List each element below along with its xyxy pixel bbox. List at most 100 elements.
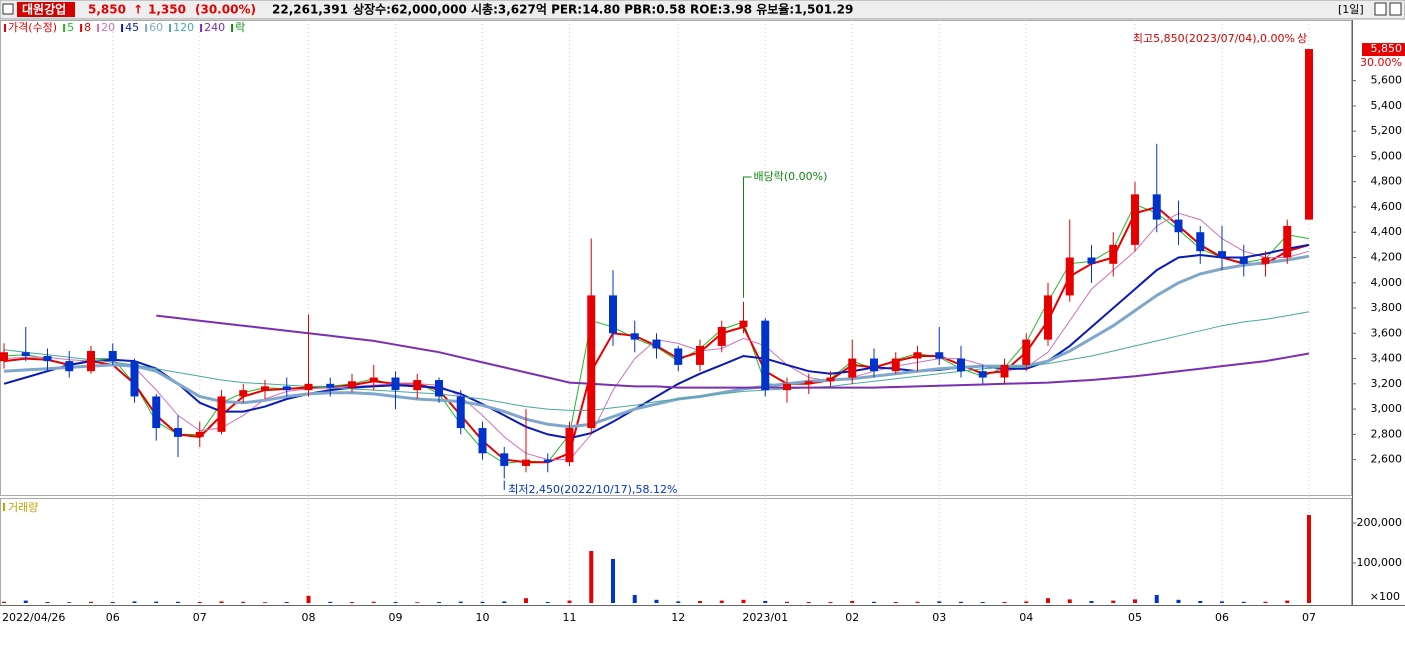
- volume-bar: [632, 595, 637, 603]
- y-tick-label: 4,000: [1371, 276, 1403, 289]
- candle-body: [326, 383, 335, 388]
- candle-body: [565, 428, 574, 463]
- x-tick-label: 03: [932, 611, 946, 624]
- current-price-box: [1362, 43, 1405, 57]
- volume-bar: [502, 601, 507, 603]
- x-tick-label: 2022/04/26: [2, 611, 65, 624]
- candle-body: [65, 361, 74, 372]
- candle-body: [108, 350, 117, 362]
- y-tick-label: 4,400: [1371, 225, 1403, 238]
- stats: 상장수:62,000,000 시총:3,627억 PER:14.80 PBR:0…: [353, 2, 853, 17]
- volume-bar: [67, 602, 72, 603]
- low-annotation: 최저2,450(2022/10/17),58.12%: [508, 483, 677, 496]
- candle-body: [696, 345, 704, 365]
- volume-legend: 거래량: [8, 501, 38, 514]
- volume-bar: [1220, 601, 1224, 603]
- high-mark: 상: [1297, 32, 1307, 45]
- candle-body: [369, 377, 378, 382]
- legend-label: 45: [125, 21, 139, 34]
- candle-body: [870, 358, 878, 372]
- volume-bar: [1198, 601, 1203, 603]
- moving-average: [156, 314, 1310, 389]
- volume-bar: [1241, 601, 1246, 603]
- y-tick-label: 3,400: [1371, 352, 1403, 365]
- candle-body: [391, 377, 400, 391]
- volume-bar: [1089, 601, 1094, 603]
- y-tick-label: 2,800: [1371, 427, 1403, 440]
- volume-bar: [176, 601, 180, 603]
- volume-bar: [959, 601, 963, 603]
- candle-body: [1261, 257, 1270, 264]
- legend-label: 240: [204, 21, 225, 34]
- candle-body: [739, 320, 748, 327]
- legend-marker: [200, 24, 203, 32]
- checkbox[interactable]: [2, 3, 14, 15]
- volume-bar: [676, 601, 681, 603]
- candle-body: [1000, 364, 1009, 378]
- candle-body: [1174, 219, 1183, 233]
- candle-body: [1196, 232, 1205, 252]
- current-change: 30.00%: [1360, 56, 1402, 69]
- volume-bar: [1002, 602, 1007, 603]
- volume-bar: [828, 602, 833, 603]
- y-tick-label: 3,000: [1371, 402, 1403, 415]
- candle-body: [1131, 194, 1139, 245]
- close-button[interactable]: [1389, 2, 1402, 16]
- volume-bar: [1285, 600, 1290, 603]
- volume-bar: [154, 601, 159, 603]
- volume-bar: [1263, 601, 1268, 603]
- candle-body: [261, 386, 269, 391]
- candle-body: [130, 361, 139, 397]
- y-tick-label: 2,600: [1371, 453, 1403, 466]
- volume-bar: [872, 601, 876, 603]
- volume-bar: [567, 600, 572, 603]
- name-box: [17, 2, 75, 17]
- header-bar: [0, 0, 1405, 20]
- candle-body: [957, 358, 965, 372]
- volume-bar: [524, 598, 528, 603]
- legend-marker: [145, 24, 148, 32]
- period[interactable]: [1일]: [1338, 2, 1364, 16]
- candle-body: [87, 350, 95, 372]
- volume-bar: [328, 601, 333, 603]
- volume-bar: [850, 601, 855, 603]
- candle-body: [239, 390, 248, 397]
- candle-body: [717, 326, 726, 346]
- candle-body: [348, 381, 356, 388]
- candle-body: [478, 428, 487, 454]
- candle-body: [304, 383, 313, 391]
- x-tick-label: 02: [845, 611, 859, 624]
- volume-bar: [263, 602, 267, 603]
- moving-average: [3, 311, 1310, 411]
- candle-body: [21, 352, 30, 357]
- volume-bar: [284, 602, 289, 603]
- legend-marker: [80, 24, 83, 32]
- x-tick-label: 08: [302, 611, 316, 624]
- x-tick-label: 07: [193, 611, 207, 624]
- volume-bar: [719, 600, 724, 603]
- candle-body: [804, 381, 813, 384]
- change-pct: (30.00%): [195, 3, 256, 17]
- high-annotation: 최고5,850(2023/07/04),0.00%: [1133, 32, 1295, 45]
- legend-dividend: 락: [235, 21, 245, 34]
- candle-body: [435, 380, 443, 397]
- candle-body: [195, 431, 204, 437]
- volume-bar: [937, 601, 942, 603]
- candle-body: [413, 380, 422, 391]
- y-tick-label: 4,200: [1371, 251, 1403, 264]
- x-tick-label: 2023/01: [742, 611, 788, 624]
- x-tick-label: 11: [563, 611, 577, 624]
- legend-label: 120: [173, 21, 194, 34]
- change: 1,350: [148, 3, 186, 17]
- volume-bar: [371, 601, 376, 603]
- legend-marker: [231, 24, 234, 32]
- x-tick-label: 07: [1302, 611, 1316, 624]
- volume-bar: [197, 602, 202, 603]
- legend-marker: [63, 24, 66, 32]
- candle-body: [674, 348, 683, 365]
- maximize-button[interactable]: [1374, 2, 1387, 16]
- volume-bar: [89, 601, 93, 603]
- candle-body: [826, 377, 835, 382]
- candle-body: [543, 459, 552, 463]
